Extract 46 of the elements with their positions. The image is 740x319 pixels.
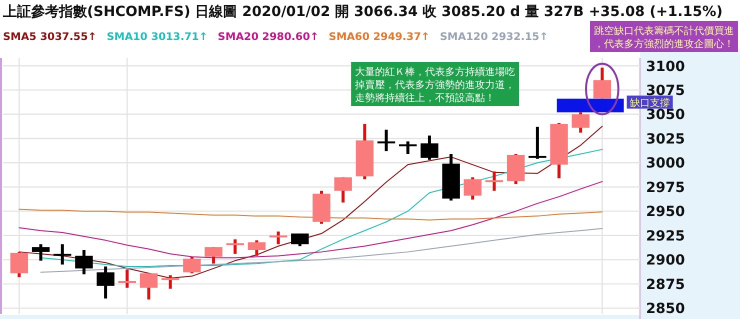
annotation: 大量的紅Ｋ棒，代表多方持續進場吃掉賣壓，代表多方強勢的進攻力道，走勢將持續往上，不預設高點！ xyxy=(355,66,516,104)
candlestick xyxy=(485,171,504,191)
candlestick xyxy=(464,177,482,200)
candlestick xyxy=(377,130,396,152)
y-tick-label: 3000 xyxy=(646,156,686,172)
candlestick xyxy=(593,68,612,98)
y-tick-label: 3025 xyxy=(646,131,685,148)
y-tick-label: 2850 xyxy=(646,301,686,318)
candlestick xyxy=(75,250,93,274)
y-tick-label: 2975 xyxy=(646,180,685,196)
candlestick xyxy=(54,244,72,265)
line-series xyxy=(40,148,603,267)
line-series xyxy=(40,228,603,273)
text: SMA5 3037.55↑ xyxy=(3,31,97,43)
candlestick xyxy=(291,234,309,246)
candlestick xyxy=(96,266,114,298)
text: SMA20 2980.60↑ xyxy=(218,31,319,43)
candlestick xyxy=(204,247,222,264)
candlestick xyxy=(183,256,201,274)
candlestick xyxy=(528,126,546,159)
band-label: 缺口支撐 xyxy=(630,97,670,110)
candlestick xyxy=(334,177,352,202)
y-tick-label: 2925 xyxy=(646,228,685,244)
candlestick xyxy=(161,275,180,289)
y-tick-label: 2875 xyxy=(646,276,685,293)
candlestick xyxy=(269,232,288,244)
text: SMA60 2949.37↑ xyxy=(328,31,430,43)
chart-title: 上証參考指數(SHCOMP.FS) 日線圖 2020/01/02 開 3066.34 收 3085.20 d 量 327B +35.08 (+1.15%) xyxy=(2,3,723,20)
line-series xyxy=(18,208,603,220)
candlestick xyxy=(420,136,438,160)
text: 跳空缺口代表籌碼不計代價買進，代表多方強烈的進攻企圖心！ xyxy=(594,25,734,50)
y-tick-label: 2900 xyxy=(646,252,686,269)
text: SMA10 3013.71↑ xyxy=(106,31,208,43)
line-series xyxy=(18,181,603,258)
text: SMA120 2932.15↑ xyxy=(440,31,548,43)
candlestick xyxy=(140,273,158,300)
candlestick xyxy=(572,112,590,133)
candlestick xyxy=(10,252,28,278)
candlestick xyxy=(32,244,50,261)
candlestick xyxy=(248,240,266,256)
candlestick xyxy=(226,239,244,254)
y-tick-label: 2950 xyxy=(646,204,686,220)
y-tick-label: 3075 xyxy=(646,83,685,99)
y-tick-label: 3100 xyxy=(646,58,686,75)
candlestick xyxy=(118,269,136,288)
y-tick-label: 3050 xyxy=(646,107,686,124)
